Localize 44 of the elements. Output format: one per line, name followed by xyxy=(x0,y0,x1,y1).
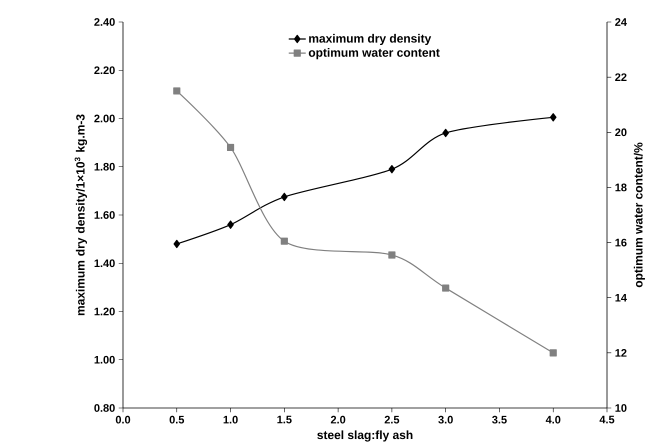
x-axis-title: steel slag:fly ash xyxy=(317,430,412,442)
point xyxy=(442,128,449,138)
point xyxy=(226,144,234,152)
y2-tick-label: 16 xyxy=(615,238,627,246)
point xyxy=(227,220,234,229)
y2-tick-label: 18 xyxy=(615,184,627,192)
x-tick-label: 0.0 xyxy=(116,416,130,424)
x-tick-label: 2.0 xyxy=(330,416,346,424)
y2-tick-label: 24 xyxy=(615,18,627,26)
point xyxy=(550,349,557,356)
legend-label: optimum water content xyxy=(308,48,440,60)
y-tick-label: 1.00 xyxy=(94,356,115,364)
x-tick-label: 1.0 xyxy=(224,416,238,424)
legend-label: maximum dry density xyxy=(309,34,432,46)
x-tick-label: 2.5 xyxy=(384,416,400,424)
y-tick-label: 2.20 xyxy=(94,66,115,74)
y-tick-label: 2.00 xyxy=(94,114,115,122)
y2-tick-label: 22 xyxy=(615,73,627,81)
y2-tick-label: 14 xyxy=(615,294,627,302)
point xyxy=(173,240,180,248)
point xyxy=(173,87,180,95)
y2-tick-label: 20 xyxy=(615,128,627,136)
y-tick-label: 1.80 xyxy=(94,162,115,171)
point xyxy=(388,251,396,259)
x-tick-label: 0.5 xyxy=(170,416,184,424)
x-tick-label: 1.5 xyxy=(277,416,292,424)
x-tick-label: 4.0 xyxy=(546,416,560,424)
y2-tick-label: 12 xyxy=(615,349,627,357)
y-tick-label: 0.80 xyxy=(94,404,115,412)
point xyxy=(280,238,288,245)
y-tick-label: 1.40 xyxy=(94,259,115,268)
x-tick-label: 3.0 xyxy=(438,416,453,424)
y-tick-label: 1.60 xyxy=(94,211,115,219)
y-tick-label: 2.40 xyxy=(94,18,115,26)
point xyxy=(281,192,288,202)
x-tick-label: 3.5 xyxy=(492,416,507,424)
y2-tick-label: 10 xyxy=(615,404,627,412)
point xyxy=(388,164,396,174)
x-tick-label: 4.5 xyxy=(600,416,614,424)
point xyxy=(442,284,450,292)
y2-axis-title: optimum water content/% xyxy=(634,142,645,288)
y-tick-label: 1.20 xyxy=(94,308,115,316)
point xyxy=(550,113,557,122)
y-axis-title: maximum dry density/1×10$^{3}$ kg.m-3 xyxy=(74,114,88,316)
